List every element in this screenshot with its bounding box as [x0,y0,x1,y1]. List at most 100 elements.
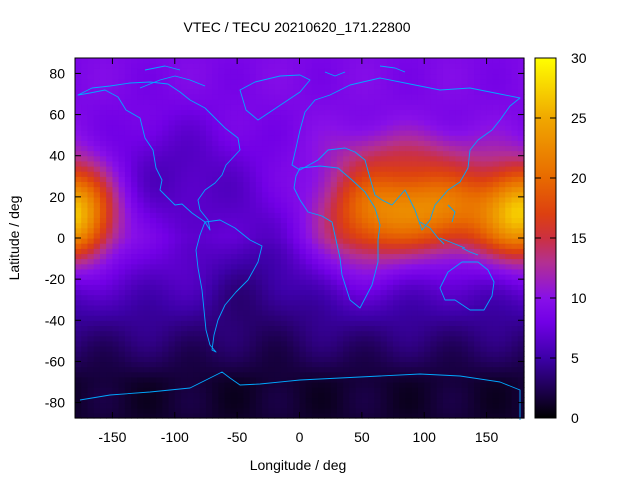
heatmap-cell [455,376,463,383]
heatmap-cell [262,145,269,152]
heatmap-cell [249,166,257,172]
heatmap-cell [137,207,145,213]
heatmap-cell [511,171,519,177]
heatmap-cell [212,351,220,357]
heatmap-cell [349,166,357,172]
heatmap-cell [181,58,188,64]
heatmap-cell [455,217,463,224]
heatmap-cell [449,130,457,136]
heatmap-cell [343,150,350,157]
heatmap-cell [230,289,238,296]
heatmap-cell [311,191,319,198]
heatmap-cell [168,196,176,203]
heatmap-cell [81,279,89,285]
heatmap-cell [330,171,338,177]
heatmap-cell [181,155,188,162]
heatmap-cell [156,63,163,69]
heatmap-cell [474,243,481,249]
heatmap-cell [174,196,182,203]
heatmap-cell [137,268,145,275]
heatmap-cell [199,310,207,316]
heatmap-cell [455,387,463,393]
heatmap-cell [118,222,126,229]
heatmap-cell [274,191,282,198]
heatmap-cell [305,196,313,203]
heatmap-cell [442,382,450,388]
heatmap-cell [118,212,126,219]
heatmap-cell [405,253,413,260]
heatmap-cell [399,186,407,193]
heatmap-cell [287,104,294,111]
heatmap-cell [311,83,319,90]
heatmap-cell [243,371,251,378]
heatmap-cell [293,181,301,188]
heatmap-cell [174,217,182,224]
heatmap-cell [405,78,413,85]
heatmap-cell [131,407,138,414]
heatmap-cell [106,94,114,100]
heatmap-cell [137,304,145,311]
heatmap-cell [393,392,400,399]
heatmap-cell [380,294,388,301]
heatmap-cell [156,412,163,419]
heatmap-cell [212,58,220,64]
heatmap-cell [380,253,388,260]
heatmap-cell [168,289,176,296]
heatmap-cell [268,253,276,260]
heatmap-cell [349,371,357,378]
heatmap-cell [99,232,107,239]
heatmap-cell [224,99,232,105]
heatmap-cell [293,68,301,75]
heatmap-cell [143,315,151,321]
heatmap-cell [224,78,232,85]
heatmap-cell [124,109,132,116]
heatmap-cell [305,130,313,136]
heatmap-cell [318,284,326,291]
heatmap-cell [156,346,163,352]
heatmap-cell [474,263,481,270]
heatmap-cell [411,366,419,373]
heatmap-cell [330,279,338,285]
heatmap-cell [305,351,313,357]
heatmap-cell [81,330,89,337]
heatmap-cell [168,356,176,363]
heatmap-cell [449,253,457,260]
heatmap-cell [230,382,238,388]
heatmap-cell [511,320,519,327]
heatmap-cell [436,212,444,219]
heatmap-cell [330,130,338,136]
heatmap-cell [343,263,350,270]
heatmap-cell [386,299,394,306]
heatmap-cell [436,238,444,244]
heatmap-cell [374,212,382,219]
heatmap-cell [368,412,375,419]
heatmap-cell [499,356,506,363]
heatmap-cell [424,186,432,193]
heatmap-cell [218,63,226,69]
heatmap-cell [318,325,326,332]
heatmap-cell [330,238,338,244]
heatmap-cell [193,94,201,100]
heatmap-cell [299,263,307,270]
heatmap-cell [349,88,357,95]
heatmap-cell [374,392,382,399]
heatmap-cell [474,248,481,255]
heatmap-cell [124,150,132,157]
heatmap-cell [106,407,114,414]
heatmap-cell [118,402,126,409]
heatmap-cell [442,212,450,219]
heatmap-cell [305,299,313,306]
heatmap-cell [93,140,101,147]
heatmap-cell [374,371,382,378]
heatmap-cell [143,140,151,147]
heatmap-cell [193,268,201,275]
heatmap-cell [131,88,138,95]
heatmap-cell [181,124,188,131]
heatmap-cell [499,253,506,260]
heatmap-cell [212,186,220,193]
heatmap-cell [436,114,444,121]
heatmap-cell [393,335,400,342]
heatmap-cell [280,253,288,260]
heatmap-cell [174,191,182,198]
heatmap-cell [380,202,388,208]
